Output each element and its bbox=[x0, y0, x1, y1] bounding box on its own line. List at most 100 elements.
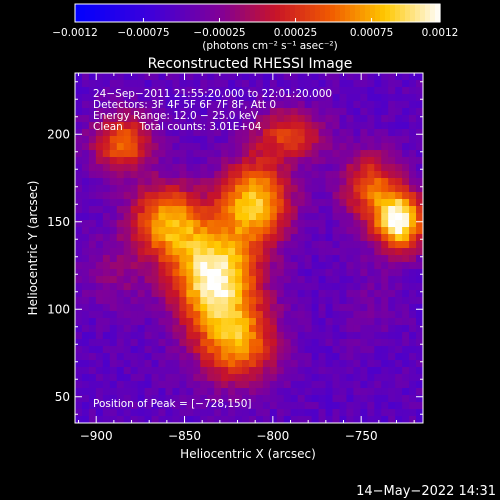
heatmap-cell bbox=[95, 367, 104, 375]
heatmap-cell bbox=[409, 325, 417, 333]
heatmap-cell bbox=[339, 332, 347, 340]
heatmap-cell bbox=[332, 346, 340, 354]
heatmap-cell bbox=[95, 374, 104, 382]
heatmap-cell bbox=[318, 255, 327, 263]
heatmap-cell bbox=[214, 388, 222, 396]
heatmap-cell bbox=[228, 185, 236, 193]
heatmap-cell bbox=[276, 269, 285, 277]
heatmap-cell bbox=[339, 122, 347, 130]
heatmap-cell bbox=[235, 353, 243, 361]
heatmap-cell bbox=[221, 332, 229, 340]
heatmap-cell bbox=[207, 388, 215, 396]
heatmap-cell bbox=[339, 290, 347, 298]
heatmap-cell bbox=[416, 395, 424, 403]
heatmap-cell bbox=[242, 136, 250, 144]
heatmap-cell bbox=[130, 290, 139, 298]
colorbar-segment bbox=[365, 4, 371, 22]
heatmap-cell bbox=[130, 143, 139, 151]
heatmap-cell bbox=[221, 262, 229, 270]
heatmap-cell bbox=[395, 388, 403, 396]
heatmap-cell bbox=[374, 332, 382, 340]
heatmap-cell bbox=[255, 353, 264, 361]
heatmap-cell bbox=[144, 87, 153, 95]
heatmap-cell bbox=[75, 192, 83, 200]
heatmap-cell bbox=[269, 101, 278, 109]
heatmap-cell bbox=[207, 115, 215, 123]
heatmap-cell bbox=[318, 388, 327, 396]
heatmap-cell bbox=[304, 304, 313, 312]
heatmap-cell bbox=[130, 283, 139, 291]
heatmap-cell bbox=[332, 248, 340, 256]
heatmap-cell bbox=[207, 402, 215, 410]
heatmap-cell bbox=[353, 199, 361, 207]
heatmap-cell bbox=[346, 143, 354, 151]
heatmap-cell bbox=[318, 325, 327, 333]
heatmap-cell bbox=[130, 318, 139, 326]
heatmap-cell bbox=[374, 136, 382, 144]
heatmap-cell bbox=[228, 101, 236, 109]
heatmap-cell bbox=[158, 290, 166, 298]
heatmap-cell bbox=[276, 122, 285, 130]
heatmap-cell bbox=[360, 206, 368, 214]
heatmap-cell bbox=[346, 318, 354, 326]
heatmap-cell bbox=[144, 339, 153, 347]
heatmap-cell bbox=[221, 136, 229, 144]
colorbar-segment bbox=[405, 4, 411, 22]
heatmap-cell bbox=[311, 353, 320, 361]
heatmap-cell bbox=[81, 381, 90, 389]
heatmap-cell bbox=[290, 297, 299, 305]
heatmap-cell bbox=[151, 381, 160, 389]
heatmap-cell bbox=[207, 157, 215, 165]
heatmap-cell bbox=[304, 220, 313, 228]
heatmap-cell bbox=[235, 178, 243, 186]
heatmap-cell bbox=[255, 381, 264, 389]
heatmap-cell bbox=[75, 87, 83, 95]
heatmap-cell bbox=[262, 206, 271, 214]
heatmap-cell bbox=[325, 255, 334, 263]
heatmap-cell bbox=[304, 325, 313, 333]
heatmap-cell bbox=[269, 150, 278, 158]
heatmap-cell bbox=[116, 318, 125, 326]
heatmap-cell bbox=[283, 199, 292, 207]
heatmap-cell bbox=[325, 94, 334, 102]
heatmap-cell bbox=[193, 395, 201, 403]
heatmap-cell bbox=[346, 290, 354, 298]
heatmap-image bbox=[75, 73, 424, 424]
heatmap-cell bbox=[311, 213, 320, 221]
heatmap-cell bbox=[304, 192, 313, 200]
heatmap-cell bbox=[214, 269, 222, 277]
heatmap-cell bbox=[381, 220, 389, 228]
colorbar-tick-label: −0.00025 bbox=[193, 27, 245, 39]
heatmap-cell bbox=[332, 402, 340, 410]
heatmap-cell bbox=[165, 339, 173, 347]
heatmap-cell bbox=[339, 325, 347, 333]
heatmap-cell bbox=[381, 353, 389, 361]
heatmap-cell bbox=[165, 304, 173, 312]
heatmap-cell bbox=[297, 416, 306, 424]
heatmap-cell bbox=[95, 227, 104, 235]
heatmap-cell bbox=[367, 283, 375, 291]
y-tick-label: 200 bbox=[47, 127, 70, 141]
heatmap-cell bbox=[81, 227, 90, 235]
heatmap-cell bbox=[318, 87, 327, 95]
heatmap-cell bbox=[207, 241, 215, 249]
heatmap-cell bbox=[95, 262, 104, 270]
heatmap-cell bbox=[325, 143, 334, 151]
heatmap-cell bbox=[172, 402, 180, 410]
heatmap-cell bbox=[242, 234, 250, 242]
colorbar-segment bbox=[375, 4, 381, 22]
heatmap-cell bbox=[75, 381, 83, 389]
heatmap-cell bbox=[200, 381, 208, 389]
heatmap-cell bbox=[360, 332, 368, 340]
heatmap-cell bbox=[186, 304, 194, 312]
heatmap-cell bbox=[290, 416, 299, 424]
heatmap-cell bbox=[179, 241, 187, 249]
heatmap-cell bbox=[151, 290, 160, 298]
heatmap-cell bbox=[297, 87, 306, 95]
heatmap-cell bbox=[402, 122, 410, 130]
heatmap-cell bbox=[311, 381, 320, 389]
heatmap-cell bbox=[242, 206, 250, 214]
heatmap-cell bbox=[409, 255, 417, 263]
heatmap-cell bbox=[137, 388, 146, 396]
heatmap-cell bbox=[207, 262, 215, 270]
